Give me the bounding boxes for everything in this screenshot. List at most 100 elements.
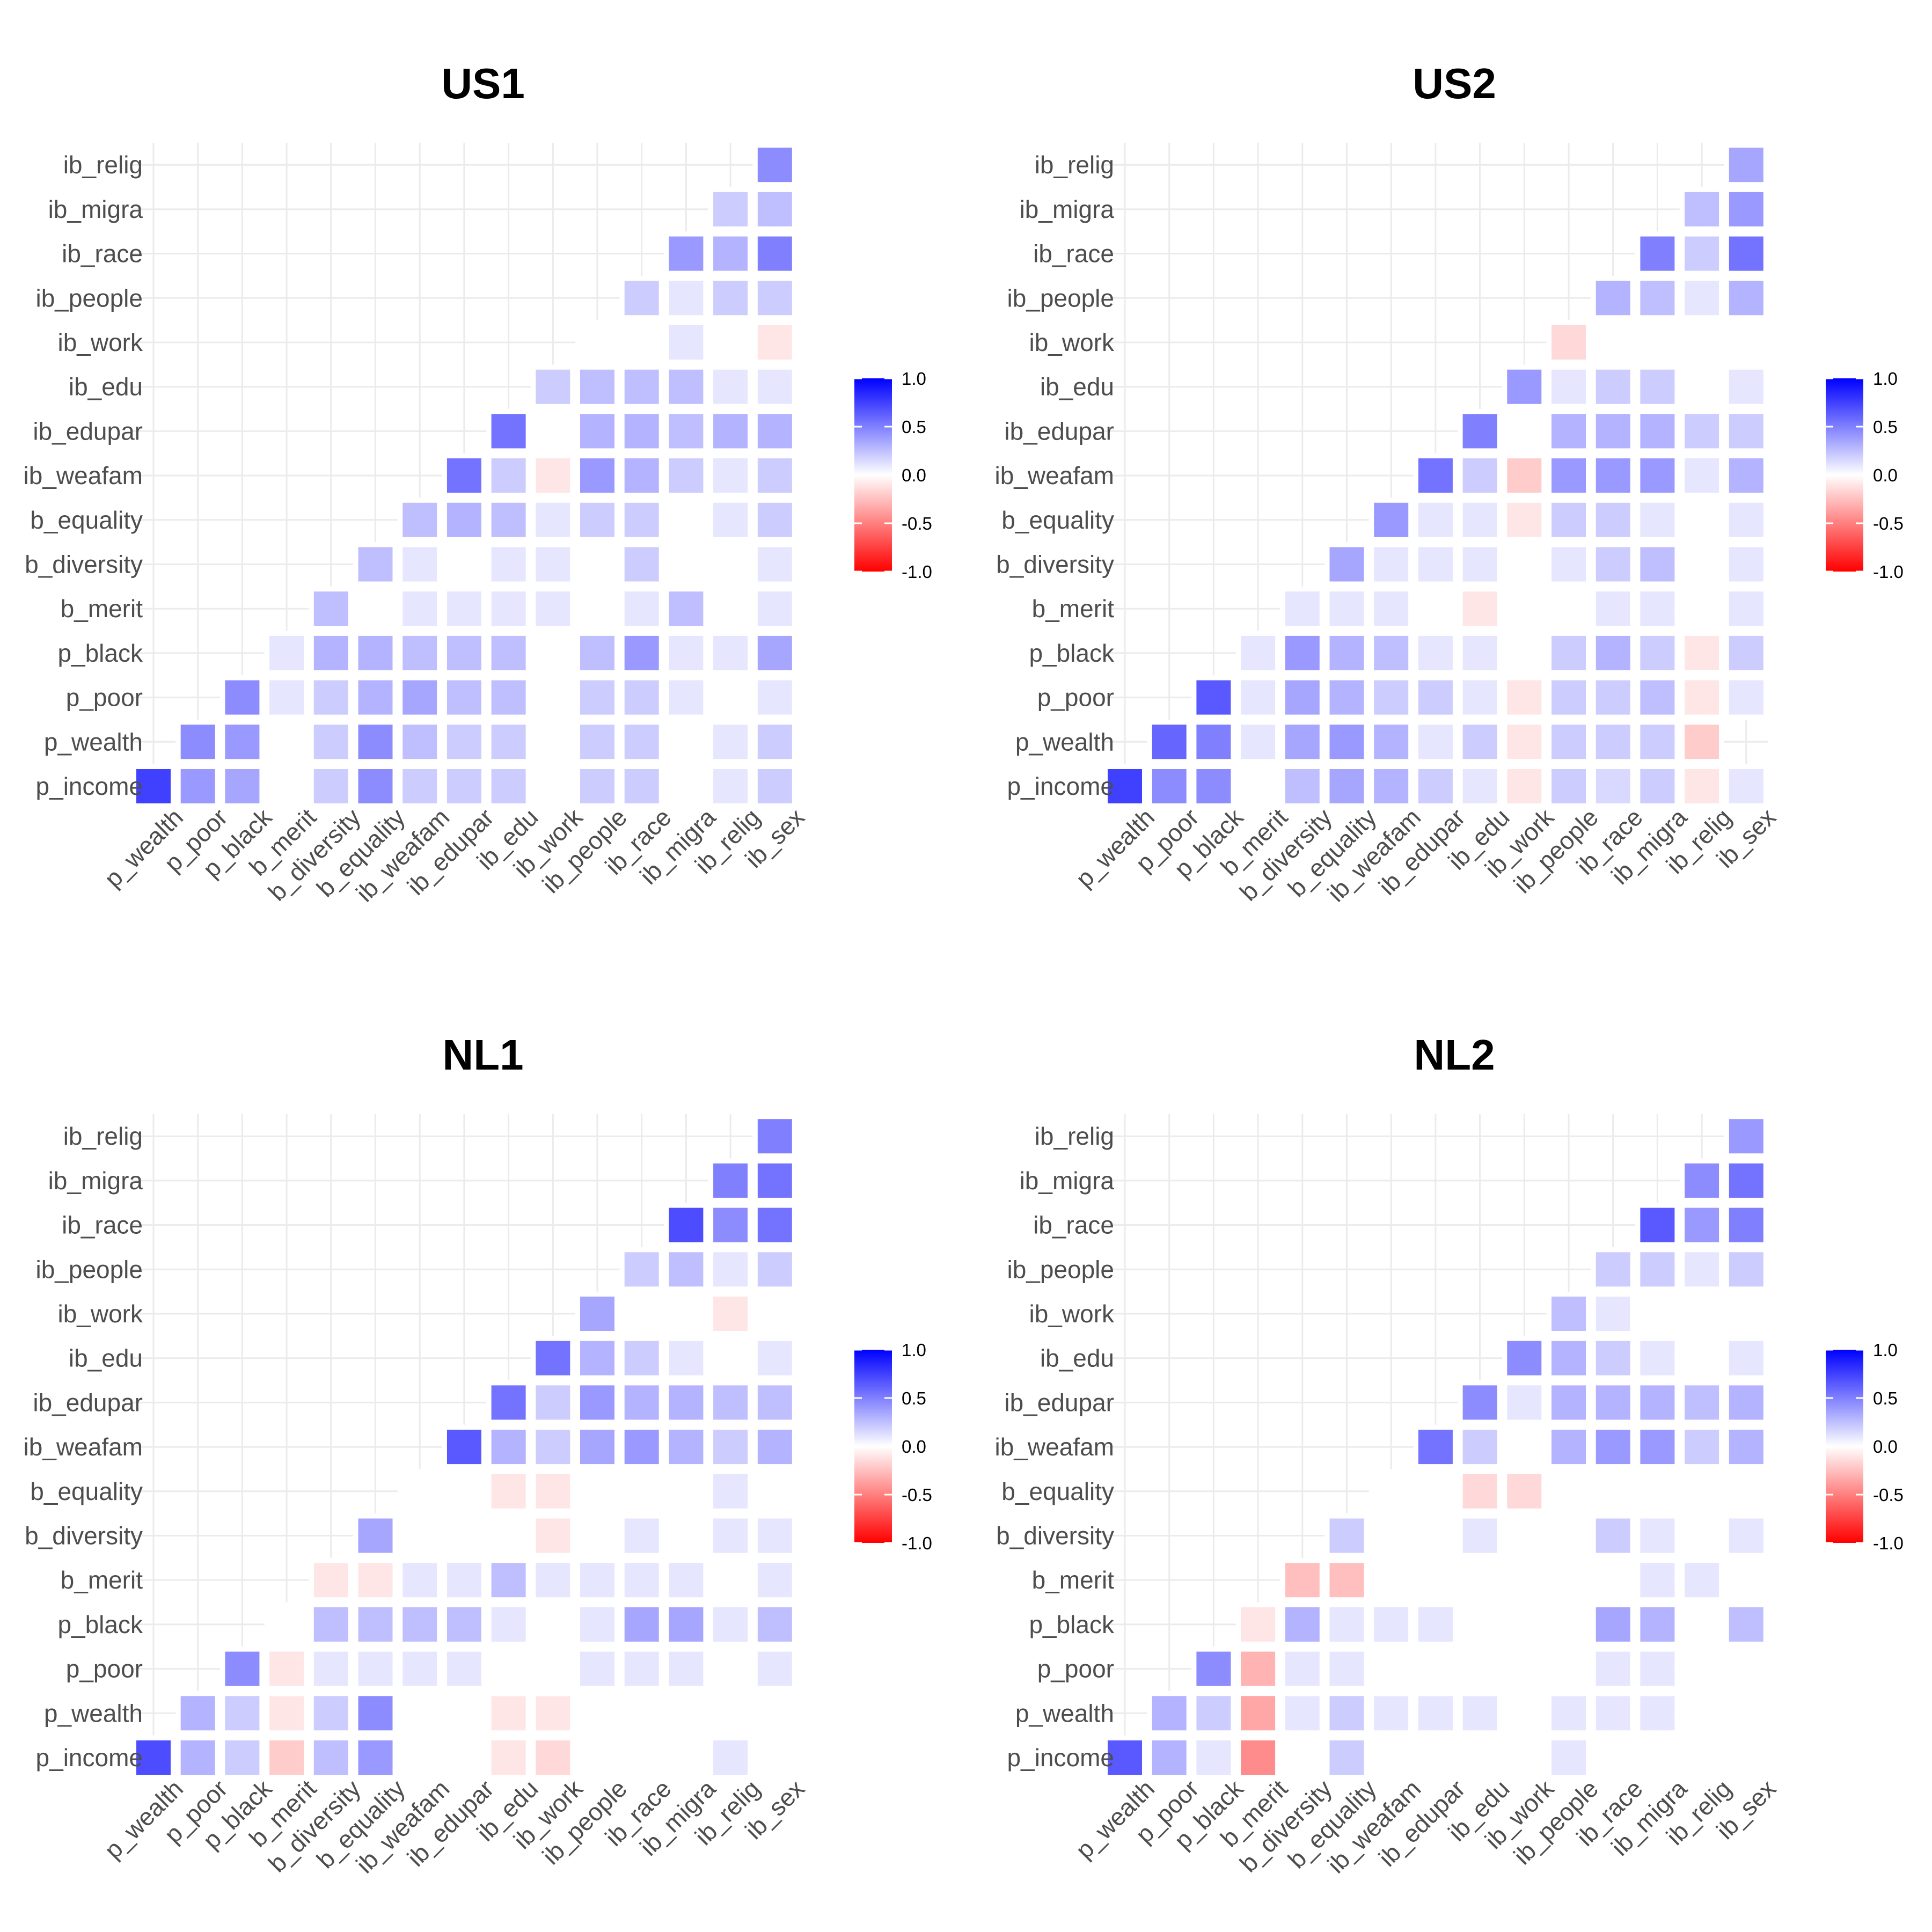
heatmap-cell-bg [575, 1513, 620, 1558]
heatmap-cell-bg [1546, 1513, 1591, 1558]
heatmap-cell [1596, 1518, 1630, 1553]
heatmap-cell [358, 1563, 393, 1598]
heatmap-cell [1596, 635, 1630, 670]
heatmap-cell [491, 1563, 526, 1598]
heatmap-cell-bg [1413, 1557, 1458, 1602]
heatmap-cell [1108, 769, 1142, 803]
heatmap-cell [757, 1518, 792, 1553]
y-tick-label: ib_race [62, 1211, 143, 1239]
heatmap-cell [491, 502, 526, 537]
heatmap-cell [1196, 680, 1231, 715]
heatmap-cell [713, 1740, 748, 1775]
heatmap-cell-bg [1591, 320, 1636, 365]
y-tick-label: p_income [1007, 772, 1114, 800]
y-tick-label: p_income [1007, 1744, 1114, 1772]
x-tick-labels: p_wealthp_poorp_blackb_meritb_diversityb… [1070, 803, 1781, 908]
heatmap-cell [1640, 1252, 1675, 1287]
legend-tick-label: -0.5 [902, 514, 932, 533]
heatmap-cell [491, 769, 526, 803]
heatmap-cell [1685, 1563, 1719, 1598]
heatmap-cell [1596, 458, 1630, 493]
y-tick-labels: p_income p_wealth p_poor p_black b_merit b_di… [24, 151, 143, 800]
heatmap-cell [536, 1518, 570, 1553]
heatmap-panel-us2: US2p_incomep_wealthp_poorp_blackb_meritb… [995, 60, 1904, 907]
heatmap-cell-bg [530, 675, 575, 720]
heatmap-cell [1596, 414, 1630, 449]
panel-title: NL1 [442, 1031, 523, 1079]
heatmap-cell [580, 369, 614, 404]
heatmap-cell-bg [1368, 1646, 1414, 1691]
y-tick-label: b_merit [61, 1566, 143, 1594]
heatmap-cell [1552, 680, 1586, 715]
heatmap-cell [1596, 1385, 1630, 1420]
heatmap-cell [580, 1651, 614, 1686]
heatmap-cell [1685, 236, 1719, 271]
heatmap-cell [1685, 281, 1719, 316]
heatmap-cell [447, 502, 481, 537]
legend-tick-label: 0.0 [902, 1437, 926, 1457]
y-tick-label: b_equality [1001, 506, 1114, 534]
heatmap-cell [1729, 591, 1763, 626]
heatmap-cell-bg [1679, 364, 1724, 409]
heatmap-cell [713, 236, 748, 271]
heatmap-cell [536, 1696, 570, 1731]
heatmap-cell-bg [1502, 1602, 1547, 1647]
heatmap-cell [757, 458, 792, 493]
heatmap-cell [624, 635, 659, 670]
heatmap-panel-nl1: NL1p_incomep_wealthp_poorp_blackb_meritb… [24, 1031, 932, 1878]
heatmap-cell [1329, 1518, 1364, 1553]
legend-tick-label: 0.5 [1873, 417, 1898, 437]
y-tick-label: b_diversity [996, 1522, 1114, 1550]
heatmap-cell-bg [1546, 1557, 1591, 1602]
heatmap-cell [713, 502, 748, 537]
heatmap-cell [1418, 547, 1453, 582]
heatmap-cell [1374, 502, 1409, 537]
heatmap-cell-bg [264, 1602, 309, 1647]
heatmap-cell [624, 1252, 659, 1287]
legend-tick-label: 1.0 [1873, 1340, 1898, 1360]
heatmap-cell-bg [1724, 1646, 1769, 1691]
heatmap-cell [1462, 635, 1497, 670]
heatmap-cell [757, 1563, 792, 1598]
heatmap-cell [1507, 680, 1542, 715]
heatmap-cell-bg [1679, 1291, 1724, 1336]
y-tick-label: p_wealth [44, 728, 143, 756]
heatmap-cell [624, 724, 659, 759]
heatmap-cell [669, 458, 704, 493]
heatmap-cell [1640, 236, 1675, 271]
heatmap-cell [1640, 547, 1675, 582]
heatmap-cell [757, 1341, 792, 1375]
heatmap-cell [757, 547, 792, 582]
y-tick-label: ib_edupar [1004, 417, 1114, 445]
heatmap-cell [1640, 1430, 1675, 1465]
y-tick-label: ib_weafam [24, 1433, 143, 1461]
heatmap-cell [624, 1430, 659, 1465]
heatmap-cell [536, 1474, 570, 1509]
heatmap-cell [536, 547, 570, 582]
y-tick-label: b_equality [30, 506, 143, 534]
heatmap-cell [669, 236, 704, 271]
heatmap-cell [624, 281, 659, 316]
heatmap-cell-bg [530, 1646, 575, 1691]
y-tick-label: p_poor [66, 684, 143, 712]
heatmap-cell [313, 1696, 348, 1731]
heatmap-cell-bg [1235, 764, 1280, 809]
heatmap-cell [447, 1607, 481, 1642]
heatmap-cell [1418, 680, 1453, 715]
heatmap-cell [313, 635, 348, 670]
heatmap-cell [1418, 635, 1453, 670]
heatmap-cell [269, 1696, 304, 1731]
y-tick-label: ib_edupar [33, 1388, 143, 1416]
heatmap-cell-bg [397, 1735, 442, 1780]
legend-tick-label: -0.5 [1873, 514, 1904, 533]
heatmap-cell [1552, 1430, 1586, 1465]
heatmap-cell [1507, 1385, 1542, 1420]
y-tick-label: ib_race [1033, 1211, 1114, 1239]
legend-tick-label: 0.0 [1873, 1437, 1898, 1457]
heatmap-cell [447, 724, 481, 759]
heatmap-cell [1241, 635, 1276, 670]
y-tick-label: ib_work [1029, 1300, 1115, 1328]
heatmap-cell [1374, 680, 1409, 715]
heatmap-cell-bg [752, 1735, 797, 1780]
heatmap-cell-bg [664, 1690, 708, 1736]
